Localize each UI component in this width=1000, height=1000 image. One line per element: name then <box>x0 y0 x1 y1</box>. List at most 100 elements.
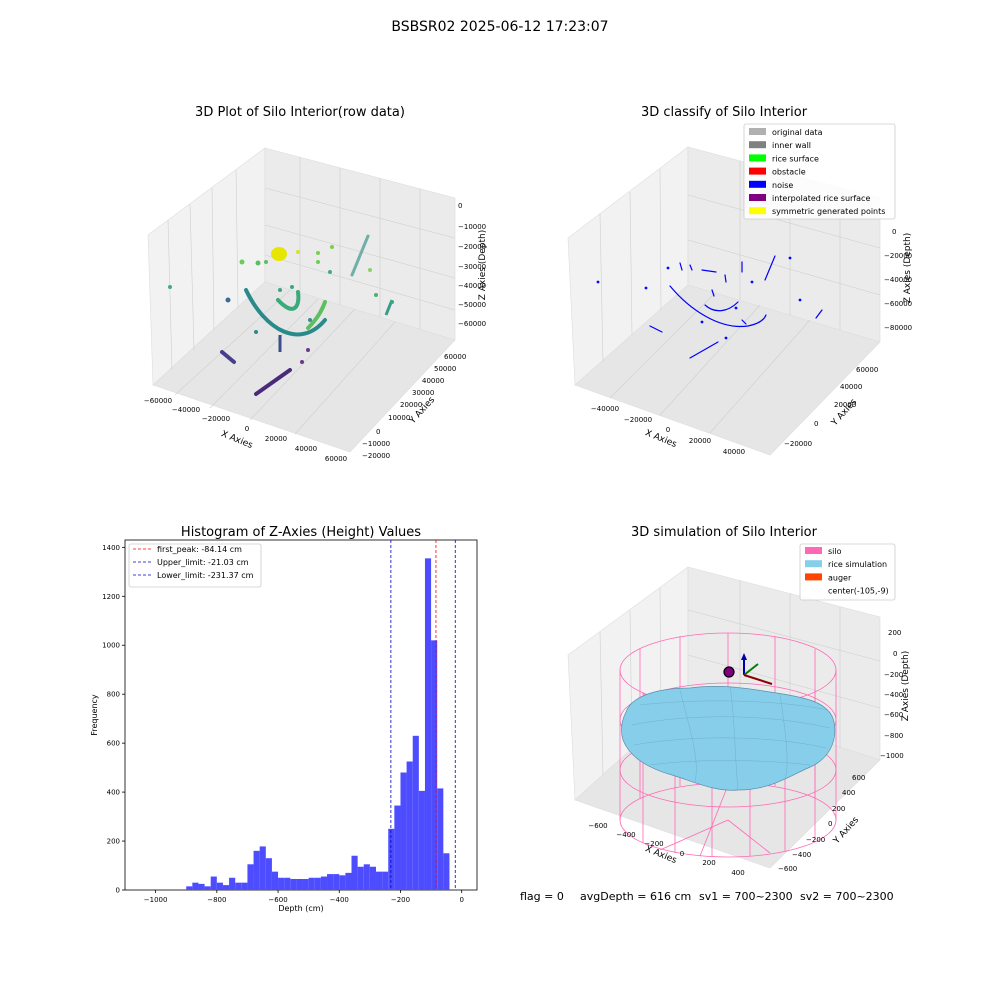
histogram-bar <box>235 882 242 890</box>
classify-z-tick: −20000 <box>884 252 912 260</box>
simulation-title: 3D simulation of Silo Interior <box>631 525 818 540</box>
noise-arc-lower <box>669 285 767 328</box>
histogram-legend-box <box>128 543 262 588</box>
histogram-y-tick-label: 1000 <box>102 642 120 650</box>
classify-legend-label: obstacle <box>772 168 806 177</box>
raw-x-tick: 40000 <box>295 445 317 453</box>
histogram-bar <box>284 877 291 890</box>
noise-streak <box>815 309 823 319</box>
histogram-y-tick-label: 1400 <box>102 544 120 552</box>
histogram-bar <box>222 885 230 890</box>
histogram-bar <box>265 858 272 890</box>
histogram-bar <box>424 558 432 890</box>
histogram-bar <box>253 850 260 890</box>
histogram-bar <box>363 864 370 890</box>
noise-point <box>700 320 704 324</box>
simulation-legend-entries: silo rice simulation auger center(-105,-9) <box>805 547 889 596</box>
histogram-bar <box>345 872 352 890</box>
histogram-y-tick-label: 1200 <box>102 593 120 601</box>
histogram-bar <box>241 882 248 890</box>
classify-z-tick: −80000 <box>884 324 912 332</box>
raw-x-tick: 20000 <box>265 435 287 443</box>
classify-y-tick: −20000 <box>784 440 812 448</box>
histogram-bar <box>406 761 413 890</box>
histogram-bar <box>400 772 407 890</box>
raw-z-tick: −60000 <box>458 320 486 328</box>
raw-y-tick: 10000 <box>388 414 410 422</box>
histogram-bar <box>229 877 236 890</box>
histogram-bar <box>437 788 444 890</box>
histogram-bar <box>186 886 193 890</box>
histogram-legend-label: Upper_limit: -21.03 cm <box>157 558 249 567</box>
raw-z-tick: −10000 <box>458 223 486 231</box>
classify-z-tick: −60000 <box>884 300 912 308</box>
histogram-bar <box>369 866 376 890</box>
raw-point <box>239 259 245 265</box>
classify-z-label: Z Axies (Depth) <box>903 233 913 304</box>
classify-x-tick: 0 <box>666 426 670 434</box>
histogram-x-tick-label: −1000 <box>144 896 168 904</box>
sim-z-tick: −600 <box>884 711 903 719</box>
classify-legend: original data inner wall rice surface obsta… <box>743 123 896 220</box>
raw-arc-right <box>306 300 327 330</box>
noise-point <box>788 256 792 260</box>
sim-x-tick: 200 <box>702 859 715 867</box>
histogram-legend-entries: first_peak: -84.14 cm Upper_limit: -21.03… <box>133 545 254 580</box>
raw-z-tick: 0 <box>458 202 462 210</box>
sim-x-tick: 400 <box>731 869 744 877</box>
panel-classify-3d: 3D classify of Silo Interior <box>567 105 913 456</box>
histogram-bar <box>388 828 395 890</box>
histogram-bar <box>314 877 321 890</box>
histogram-vlines <box>390 540 456 890</box>
noise-streak <box>711 289 715 297</box>
classify-y-tick: 20000 <box>834 401 856 409</box>
panel-raw-title: 3D Plot of Silo Interior(row data) <box>195 105 405 120</box>
noise-point <box>724 336 728 340</box>
classify-legend-label: rice surface <box>772 154 819 163</box>
raw-point <box>316 251 320 255</box>
raw-y-tick: 60000 <box>444 353 466 361</box>
raw-y-tick: −10000 <box>362 440 390 448</box>
raw-bottom-streak <box>254 368 292 396</box>
histogram-bars <box>186 558 450 890</box>
raw-z-tick: −50000 <box>458 301 486 309</box>
raw-point <box>254 330 258 334</box>
noise-streak <box>724 274 727 283</box>
raw-y-label: Y Axies <box>407 395 437 427</box>
raw-grid <box>167 157 456 435</box>
classify-legend-swatch <box>749 167 766 175</box>
histogram-bar <box>375 871 383 890</box>
histogram-y-tick-label: 0 <box>116 887 120 895</box>
classify-x-tick: 20000 <box>689 437 711 445</box>
simulation-legend-label: silo <box>828 547 842 556</box>
raw-y-tick: 30000 <box>412 389 434 397</box>
histogram-bar <box>308 877 315 890</box>
histogram-bar <box>204 886 211 890</box>
histogram-bar <box>271 871 279 890</box>
raw-x-tick: −20000 <box>202 415 230 423</box>
simulation-legend: silo rice simulation auger center(-105,-9) <box>799 543 896 601</box>
classify-legend-swatch <box>749 141 766 149</box>
raw-point <box>368 268 372 272</box>
classify-x-tick: −20000 <box>624 416 652 424</box>
histogram-bar <box>296 878 303 890</box>
status-avg-depth: avgDepth = 616 cm <box>580 890 691 903</box>
sim-z-tick: −400 <box>884 691 903 699</box>
histogram-y-tick-label: 600 <box>107 740 120 748</box>
simulation-legend-swatch <box>805 547 822 554</box>
histogram-bar <box>290 878 297 890</box>
histogram-bar <box>198 883 205 890</box>
histogram-bar <box>412 735 419 890</box>
histogram-legend: first_peak: -84.14 cm Upper_limit: -21.03… <box>128 543 262 588</box>
sim-y-tick: 200 <box>832 805 845 813</box>
simulation-legend-swatch <box>805 560 822 568</box>
noise-arc-middle <box>704 301 739 312</box>
panel-classify-title: 3D classify of Silo Interior <box>641 105 808 120</box>
histogram-x-tick-label: −800 <box>207 896 226 904</box>
classify-legend-label: noise <box>772 181 793 190</box>
histogram-bar <box>431 640 438 890</box>
noise-point <box>750 280 754 284</box>
raw-arc-upper <box>276 290 301 311</box>
histogram-x-label: Depth (cm) <box>278 904 323 913</box>
histogram-y-tick-label: 200 <box>107 838 120 846</box>
